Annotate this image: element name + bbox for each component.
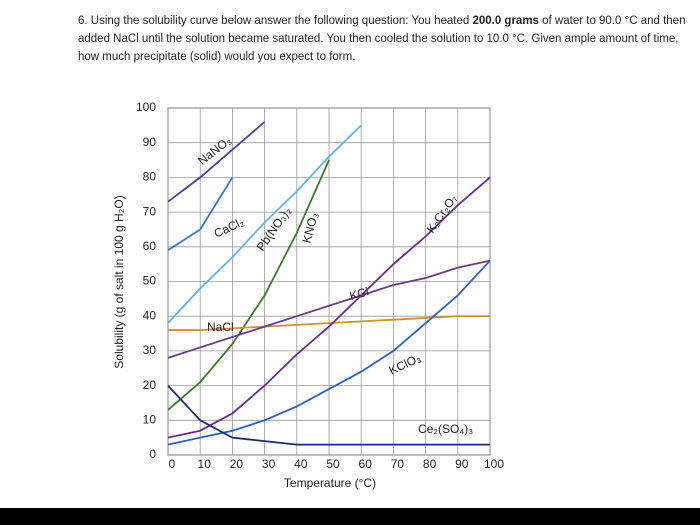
question-bold: 200.0 grams — [472, 15, 539, 27]
y-tick-label: 100 — [136, 100, 156, 114]
x-axis-label: Temperature (°C) — [284, 476, 376, 490]
y-tick-label: 0 — [149, 447, 156, 461]
series-line — [168, 315, 490, 331]
series-line — [167, 159, 330, 411]
y-tick-label: 40 — [143, 308, 157, 322]
series-line — [167, 259, 491, 359]
series-line — [167, 176, 491, 439]
x-tick-label: 60 — [359, 457, 373, 471]
series-line — [167, 176, 234, 252]
x-tick-label: 50 — [326, 457, 340, 471]
bottom-bar — [0, 508, 700, 525]
series-label: Ce₂(SO₄)₃ — [418, 422, 473, 436]
series-line — [167, 121, 266, 203]
chart: Temperature (°C) Solubility (g of salt i… — [112, 100, 504, 490]
series-label: KCl — [348, 284, 370, 303]
x-tick-label: 70 — [391, 457, 405, 471]
series-line — [167, 260, 491, 446]
x-tick-label: 0 — [169, 457, 176, 471]
x-tick-label: 100 — [484, 457, 504, 471]
question-text: 6. Using the solubility curve below answ… — [78, 15, 473, 27]
series-line — [167, 124, 362, 324]
x-tick-label: 80 — [423, 457, 437, 471]
y-tick-label: 30 — [143, 343, 157, 357]
y-tick-label: 10 — [143, 412, 157, 426]
y-tick-label: 70 — [143, 204, 157, 218]
x-tick-label: 40 — [294, 457, 308, 471]
question: 6. Using the solubility curve below answ… — [78, 12, 690, 66]
y-tick-label: 60 — [143, 239, 157, 253]
y-tick-label: 50 — [143, 274, 157, 288]
x-tick-label: 10 — [198, 457, 212, 471]
x-tick-label: 30 — [262, 457, 276, 471]
x-tick-label: 20 — [230, 457, 244, 471]
x-tick-label: 90 — [455, 457, 469, 471]
series-label: NaCl — [207, 320, 234, 334]
question-text: of water to 90.0 °C and then added NaCl … — [78, 15, 686, 63]
y-tick-label: 20 — [143, 378, 157, 392]
y-tick-label: 80 — [143, 170, 157, 184]
y-axis-label: Solubility (g of salt in 100 g H₂O) — [112, 195, 126, 368]
y-tick-label: 90 — [143, 135, 157, 149]
series-line — [167, 384, 490, 446]
